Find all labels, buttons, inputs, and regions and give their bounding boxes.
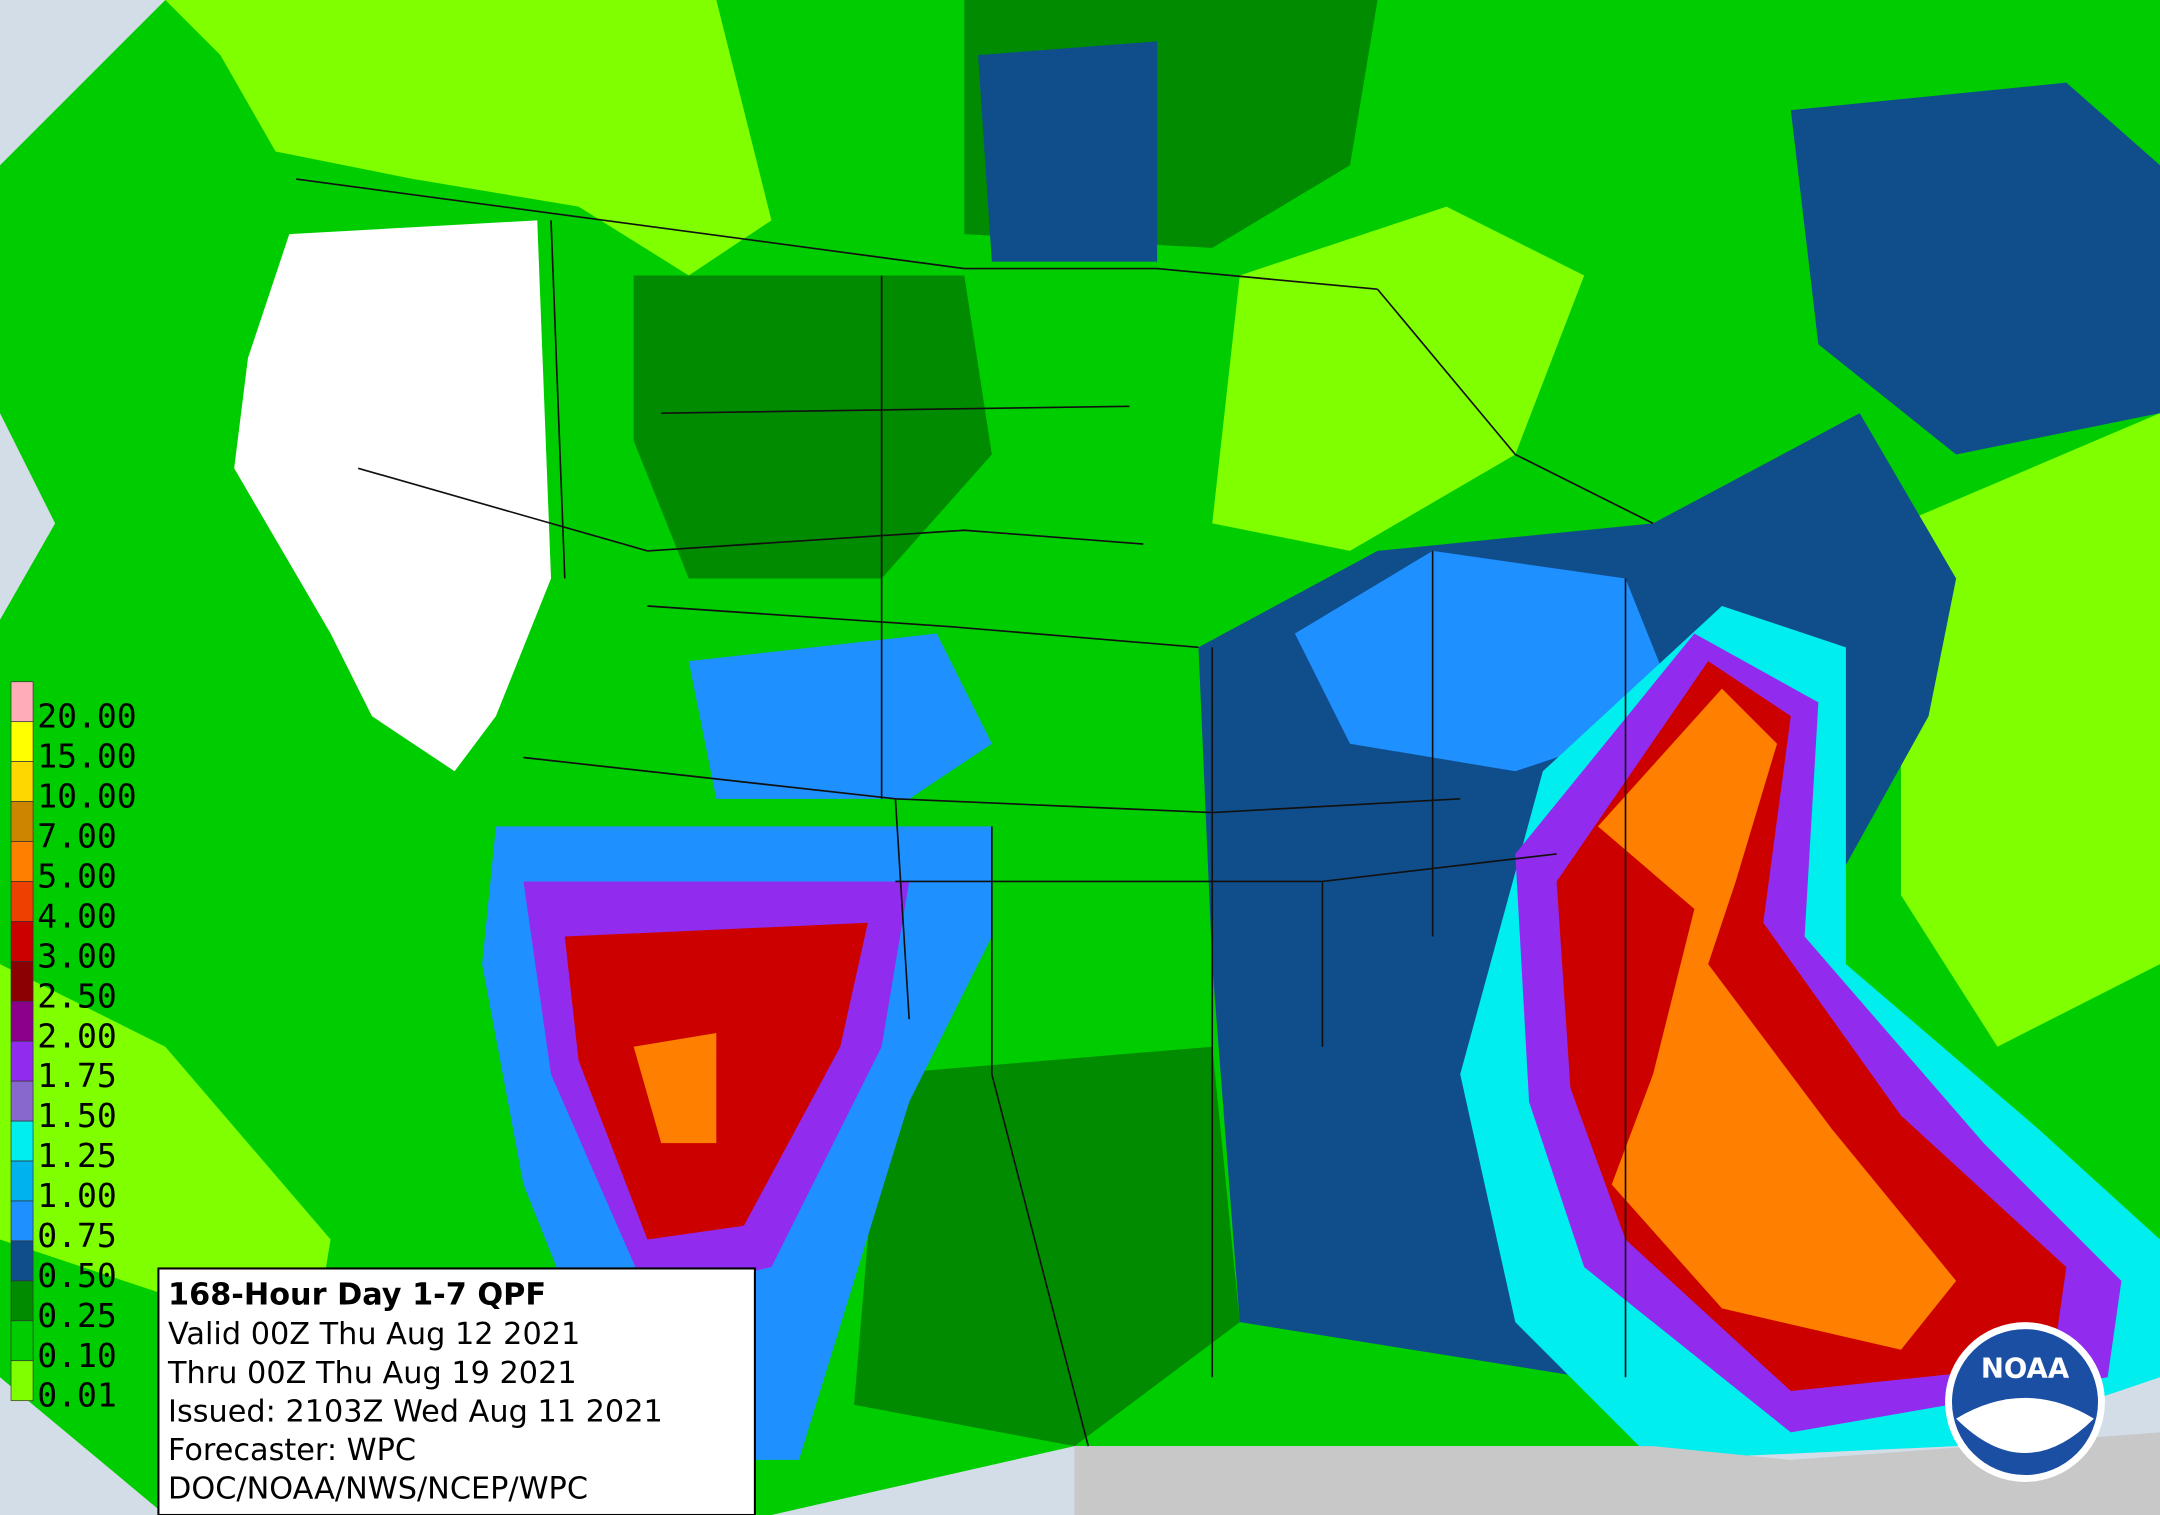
- map-title: 168-Hour Day 1-7 QPF: [168, 1277, 546, 1312]
- info-box: 168-Hour Day 1-7 QPF Valid 00Z Thu Aug 1…: [157, 1267, 756, 1515]
- precip-area: [688, 633, 992, 799]
- issued-time: Issued: 2103Z Wed Aug 11 2021: [168, 1394, 663, 1429]
- info-box-frame: [157, 1267, 756, 1515]
- legend-swatch: [10, 841, 34, 882]
- legend-swatch: [10, 881, 34, 922]
- precip-area: [1597, 688, 1957, 1350]
- legend-swatch: [10, 761, 34, 802]
- legend-label: 3.00: [37, 936, 117, 975]
- precip-area: [633, 1032, 717, 1144]
- legend-label: 1.25: [37, 1136, 117, 1175]
- precip-area: [165, 0, 772, 276]
- precip-area: [854, 1046, 1240, 1447]
- legend-swatch: [10, 1000, 34, 1042]
- legend-label: 0.75: [37, 1216, 117, 1255]
- legend-label: 2.00: [37, 1016, 117, 1055]
- precip-area: [1901, 413, 2160, 1047]
- legend-label: 10.00: [37, 777, 136, 816]
- valid-time: Valid 00Z Thu Aug 12 2021: [168, 1317, 580, 1352]
- legend-label: 15.00: [37, 737, 136, 776]
- legend-swatch: [10, 1040, 34, 1082]
- legend-swatch: [10, 1320, 34, 1362]
- legend-swatch: [10, 921, 34, 962]
- legend-label: 0.01: [37, 1376, 117, 1415]
- legend-label: 20.00: [37, 697, 136, 736]
- legend-swatch: [10, 1240, 34, 1282]
- precip-area: [1790, 82, 2160, 455]
- legend-swatch: [10, 1120, 34, 1162]
- legend-label: 0.25: [37, 1296, 117, 1335]
- legend: 20.0015.0010.007.005.004.003.002.502.001…: [10, 681, 137, 1415]
- logo-text: NOAA: [1981, 1352, 2070, 1384]
- legend-label: 0.10: [37, 1336, 117, 1375]
- legend-label: 4.00: [37, 896, 117, 935]
- logo-gull: [1956, 1397, 2094, 1454]
- precip-area: [978, 41, 1158, 262]
- legend-swatch: [10, 681, 34, 723]
- legend-swatch: [10, 1280, 34, 1322]
- thru-time: Thru 00Z Thu Aug 19 2021: [167, 1356, 577, 1391]
- noaa-logo: NOAA: [1945, 1322, 2105, 1482]
- legend-swatch: [10, 1160, 34, 1202]
- legend-swatch: [10, 1080, 34, 1122]
- legend-swatch: [10, 801, 34, 842]
- legend-label: 0.50: [37, 1256, 117, 1295]
- land-no-data: [1074, 1432, 2160, 1515]
- state-borders: [296, 178, 1654, 1447]
- forecaster: Forecaster: WPC: [168, 1433, 416, 1468]
- legend-swatch: [10, 1360, 34, 1402]
- legend-label: 7.00: [37, 817, 117, 856]
- legend-swatch: [10, 960, 34, 1002]
- precip-area: [1294, 550, 1681, 772]
- legend-label: 2.50: [37, 976, 117, 1015]
- legend-label: 5.00: [37, 857, 117, 896]
- legend-swatch: [10, 1200, 34, 1242]
- precip-area: [1212, 206, 1585, 551]
- legend-label: 1.75: [37, 1056, 117, 1095]
- no-precip-area: [234, 220, 552, 772]
- legend-label: 1.00: [37, 1176, 117, 1215]
- precip-area: [0, 964, 331, 1323]
- agency: DOC/NOAA/NWS/NCEP/WPC: [168, 1471, 588, 1506]
- precip-area: [633, 275, 992, 579]
- legend-label: 1.50: [37, 1096, 117, 1135]
- legend-swatch: [10, 721, 34, 762]
